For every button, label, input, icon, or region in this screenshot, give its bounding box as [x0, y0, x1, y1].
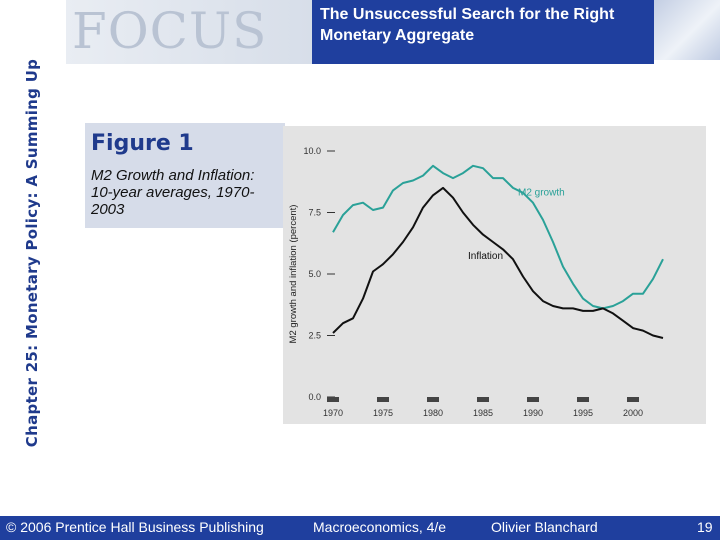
x-tick-label: 1975	[373, 408, 393, 418]
footer-page-number: 19	[697, 519, 713, 535]
series-annotation-label: M2 growth	[518, 187, 565, 198]
footer-bar: © 2006 Prentice Hall Business Publishing…	[0, 516, 720, 540]
focus-banner: FOCUS	[66, 0, 312, 64]
x-tick-label: 1985	[473, 408, 493, 418]
series-line-m2-growth	[332, 164, 664, 310]
figure-title: Figure 1	[91, 131, 194, 156]
x-tick-mark	[427, 397, 439, 402]
y-tick-label: 2.5	[308, 331, 321, 341]
x-tick-label: 1995	[573, 408, 593, 418]
y-tick-label: 10.0	[303, 146, 321, 156]
chapter-title-text: Chapter 25: Monetary Policy: A Summing U…	[23, 58, 41, 447]
x-tick-mark	[527, 397, 539, 402]
chart-panel: 0.0 2.5 5.0 7.5 10.0 1970 1975 1980 1985 1990 1995…	[283, 126, 706, 424]
line-chart: 0.0 2.5 5.0 7.5 10.0 1970 1975 1980 1985 1990 1995…	[288, 146, 664, 418]
slide-title-box: The Unsuccessful Search for the Right Mo…	[312, 0, 654, 64]
x-tick-mark	[377, 397, 389, 402]
x-tick-label: 1980	[423, 408, 443, 418]
corner-decoration	[654, 0, 720, 60]
focus-logo: FOCUS	[72, 2, 268, 60]
x-tick-mark	[477, 397, 489, 402]
x-tick-label: 1970	[323, 408, 343, 418]
series-line-inflation	[332, 186, 664, 339]
footer-book: Macroeconomics, 4/e	[313, 519, 447, 535]
figure-caption-box: Figure 1 M2 Growth and Inflation: 10-yea…	[85, 123, 285, 228]
x-tick-mark	[327, 397, 339, 402]
x-tick-label: 2000	[623, 408, 643, 418]
x-tick-mark	[577, 397, 589, 402]
figure-subtitle: M2 Growth and Inflation: 10-year average…	[91, 167, 255, 218]
y-tick-label: 0.0	[308, 392, 321, 402]
footer-copyright: © 2006 Prentice Hall Business Publishing	[6, 519, 264, 535]
x-tick-label: 1990	[523, 408, 543, 418]
y-axis-label: M2 growth and inflation (percent)	[288, 205, 299, 344]
chapter-side-title: Chapter 25: Monetary Policy: A Summing U…	[20, 0, 44, 505]
y-tick-label: 7.5	[308, 208, 321, 218]
footer-author: Olivier Blanchard	[491, 519, 598, 535]
x-tick-mark	[627, 397, 639, 402]
y-tick-label: 5.0	[308, 269, 321, 279]
slide-title: The Unsuccessful Search for the Right Mo…	[320, 6, 615, 44]
series-annotation-label: Inflation	[468, 251, 503, 262]
